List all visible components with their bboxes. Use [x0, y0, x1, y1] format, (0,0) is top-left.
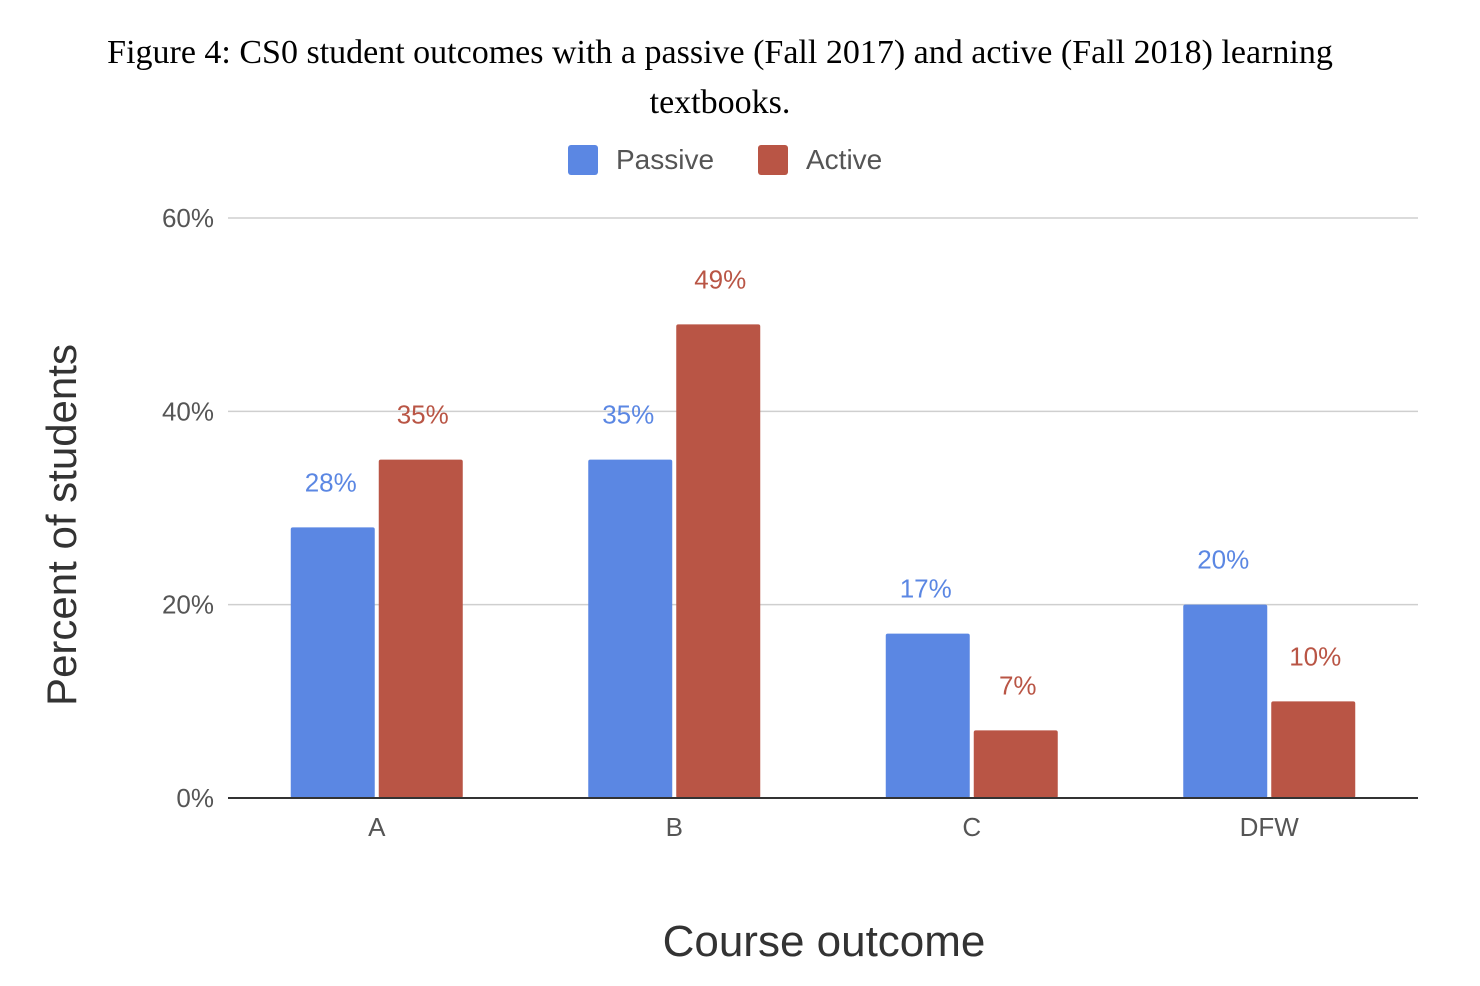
y-tick-label: 20%	[162, 590, 214, 620]
data-label: 17%	[900, 574, 952, 604]
legend-swatch-passive	[568, 145, 598, 175]
legend-label-active: Active	[806, 144, 882, 175]
x-tick-label: C	[962, 812, 981, 842]
x-tick-label: A	[368, 812, 386, 842]
bar-passive-a	[290, 527, 375, 798]
x-tick-label: B	[666, 812, 683, 842]
y-tick-label: 0%	[176, 783, 214, 813]
bar-passive-b	[588, 459, 673, 798]
y-axis-label: Percent of students	[38, 344, 85, 706]
legend-label-passive: Passive	[616, 144, 714, 175]
bar-active-a	[378, 459, 463, 798]
data-label: 10%	[1289, 641, 1341, 671]
data-label: 7%	[999, 670, 1037, 700]
bar-active-b	[676, 324, 761, 798]
chart-legend: Passive Active	[568, 144, 882, 175]
y-tick-label: 60%	[162, 203, 214, 233]
bar-passive-dfw	[1183, 604, 1268, 798]
legend-swatch-active	[758, 145, 788, 175]
data-label: 28%	[305, 467, 357, 497]
bar-passive-c	[885, 633, 970, 798]
data-label: 49%	[694, 264, 746, 294]
data-label: 20%	[1197, 545, 1249, 575]
bar-active-c	[973, 730, 1058, 798]
bar-active-dfw	[1271, 701, 1356, 798]
data-label: 35%	[397, 400, 449, 430]
data-label: 35%	[602, 400, 654, 430]
x-axis-label: Course outcome	[663, 917, 986, 966]
x-tick-label: DFW	[1240, 812, 1300, 842]
chart-bars: 28% 35% 35% 49% 17% 7% 20% 10%	[290, 264, 1356, 798]
y-tick-label: 40%	[162, 396, 214, 426]
x-axis: A B C DFW	[228, 797, 1418, 842]
figure-caption: Figure 4: CS0 student outcomes with a pa…	[107, 34, 1333, 121]
